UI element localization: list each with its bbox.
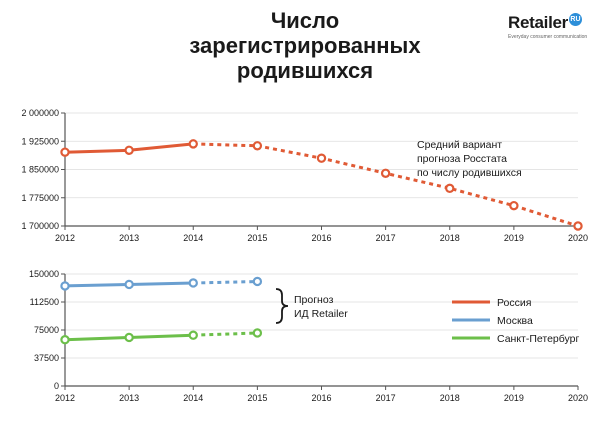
top-y-tick-label: 1 775000 [21,193,59,203]
bottom-y-tick-label: 0 [54,381,59,391]
legend: Россия Москва Санкт-Петербург [452,297,580,345]
rosstat-annotation-line-2: прогноза Росстата [417,153,507,165]
bottom-series-1-forecast-line [193,331,258,337]
top-series-0-forecast-line [193,142,579,228]
logo-brand: Retailer [508,13,568,32]
legend-label-spb: Санкт-Петербург [497,333,580,345]
top-series-0-point-2015 [252,141,263,151]
rosstat-annotation-line-3: по числу родившихся [417,167,522,179]
top-series-0-point-2013 [124,145,134,155]
top-x-tick-label: 2015 [247,233,267,243]
bottom-x-tick-label: 2017 [376,393,396,403]
top-x-tick-label: 2014 [183,233,203,243]
legend-label-moscow: Москва [497,315,533,327]
bottom-series-0-point-2015 [252,276,263,287]
bottom-x-tick-label: 2013 [119,393,139,403]
top-y-tick-label: 1 850000 [21,165,59,175]
retailer-logo: Retailer RU Everyday consumer communicati… [508,13,593,45]
legend-label-russia: Россия [497,297,531,309]
top-series-0-point-2019 [509,200,519,211]
bottom-y-tick-label: 150000 [29,269,59,279]
bottom-x-tick-label: 2018 [440,393,460,403]
chart-title: Число зарегистрированных родившихся [140,8,470,83]
forecast-brace [275,288,289,324]
top-chart-russia: 1 700000 1 775000 1 850000 1 925000 2 000000… [21,108,588,243]
bottom-x-tick-label: 2019 [504,393,524,403]
top-series-0-point-2016 [316,153,327,163]
bottom-chart-cities: 0 37500 75000 112500 150000 2012 2013 2014 2015 2… [29,269,588,403]
bottom-series-1-point-2012 [60,335,70,345]
top-series-0-point-2020 [573,221,583,231]
top-series-0-point-2014 [188,139,198,149]
top-x-tick-label: 2019 [504,233,524,243]
top-x-tick-label: 2012 [55,233,75,243]
bottom-y-tick-label: 37500 [34,353,59,363]
bottom-x-tick-label: 2015 [247,393,267,403]
bottom-x-tick-label: 2020 [568,393,588,403]
bottom-x-tick-label: 2016 [311,393,331,403]
bottom-x-tick-label: 2012 [55,393,75,403]
title-line-1: Число [270,8,340,33]
bottom-series-0-point-2012 [60,281,70,291]
bottom-series-1-point-2013 [124,332,134,343]
rosstat-annotation-line-1: Средний вариант [417,139,502,151]
bottom-x-tick-label: 2014 [183,393,203,403]
top-y-tick-label: 2 000000 [21,108,59,118]
top-x-tick-label: 2017 [376,233,396,243]
title-line-3: родившихся [236,58,374,83]
bottom-series-1-point-2014 [188,330,198,340]
bottom-y-tick-label: 75000 [34,325,59,335]
forecast-annotation-line-1: Прогноз [294,294,334,306]
forecast-annotation-line-2: ИД Retailer [294,308,348,320]
logo-tagline: Everyday consumer communication [508,34,588,40]
top-y-tick-label: 1 925000 [21,136,59,146]
top-x-tick-label: 2020 [568,233,588,243]
bottom-series-0-forecast-line [193,280,258,285]
annotations: Средний вариант прогноза Росстата по чис… [275,139,522,324]
logo-badge: RU [568,13,582,26]
bottom-series-0-point-2014 [188,278,198,288]
top-y-tick-label: 1 700000 [21,221,59,231]
top-x-tick-label: 2018 [440,233,460,243]
bottom-y-tick-label: 112500 [30,297,59,307]
top-series-0-point-2018 [445,183,455,194]
top-x-tick-label: 2013 [119,233,139,243]
top-series-0-point-2012 [60,147,70,157]
bottom-series-1-point-2015 [252,328,263,338]
top-x-tick-label: 2016 [311,233,331,243]
bottom-series-0-point-2013 [124,279,134,290]
top-series-0-point-2017 [380,168,391,178]
title-line-2: зарегистрированных [189,33,421,58]
